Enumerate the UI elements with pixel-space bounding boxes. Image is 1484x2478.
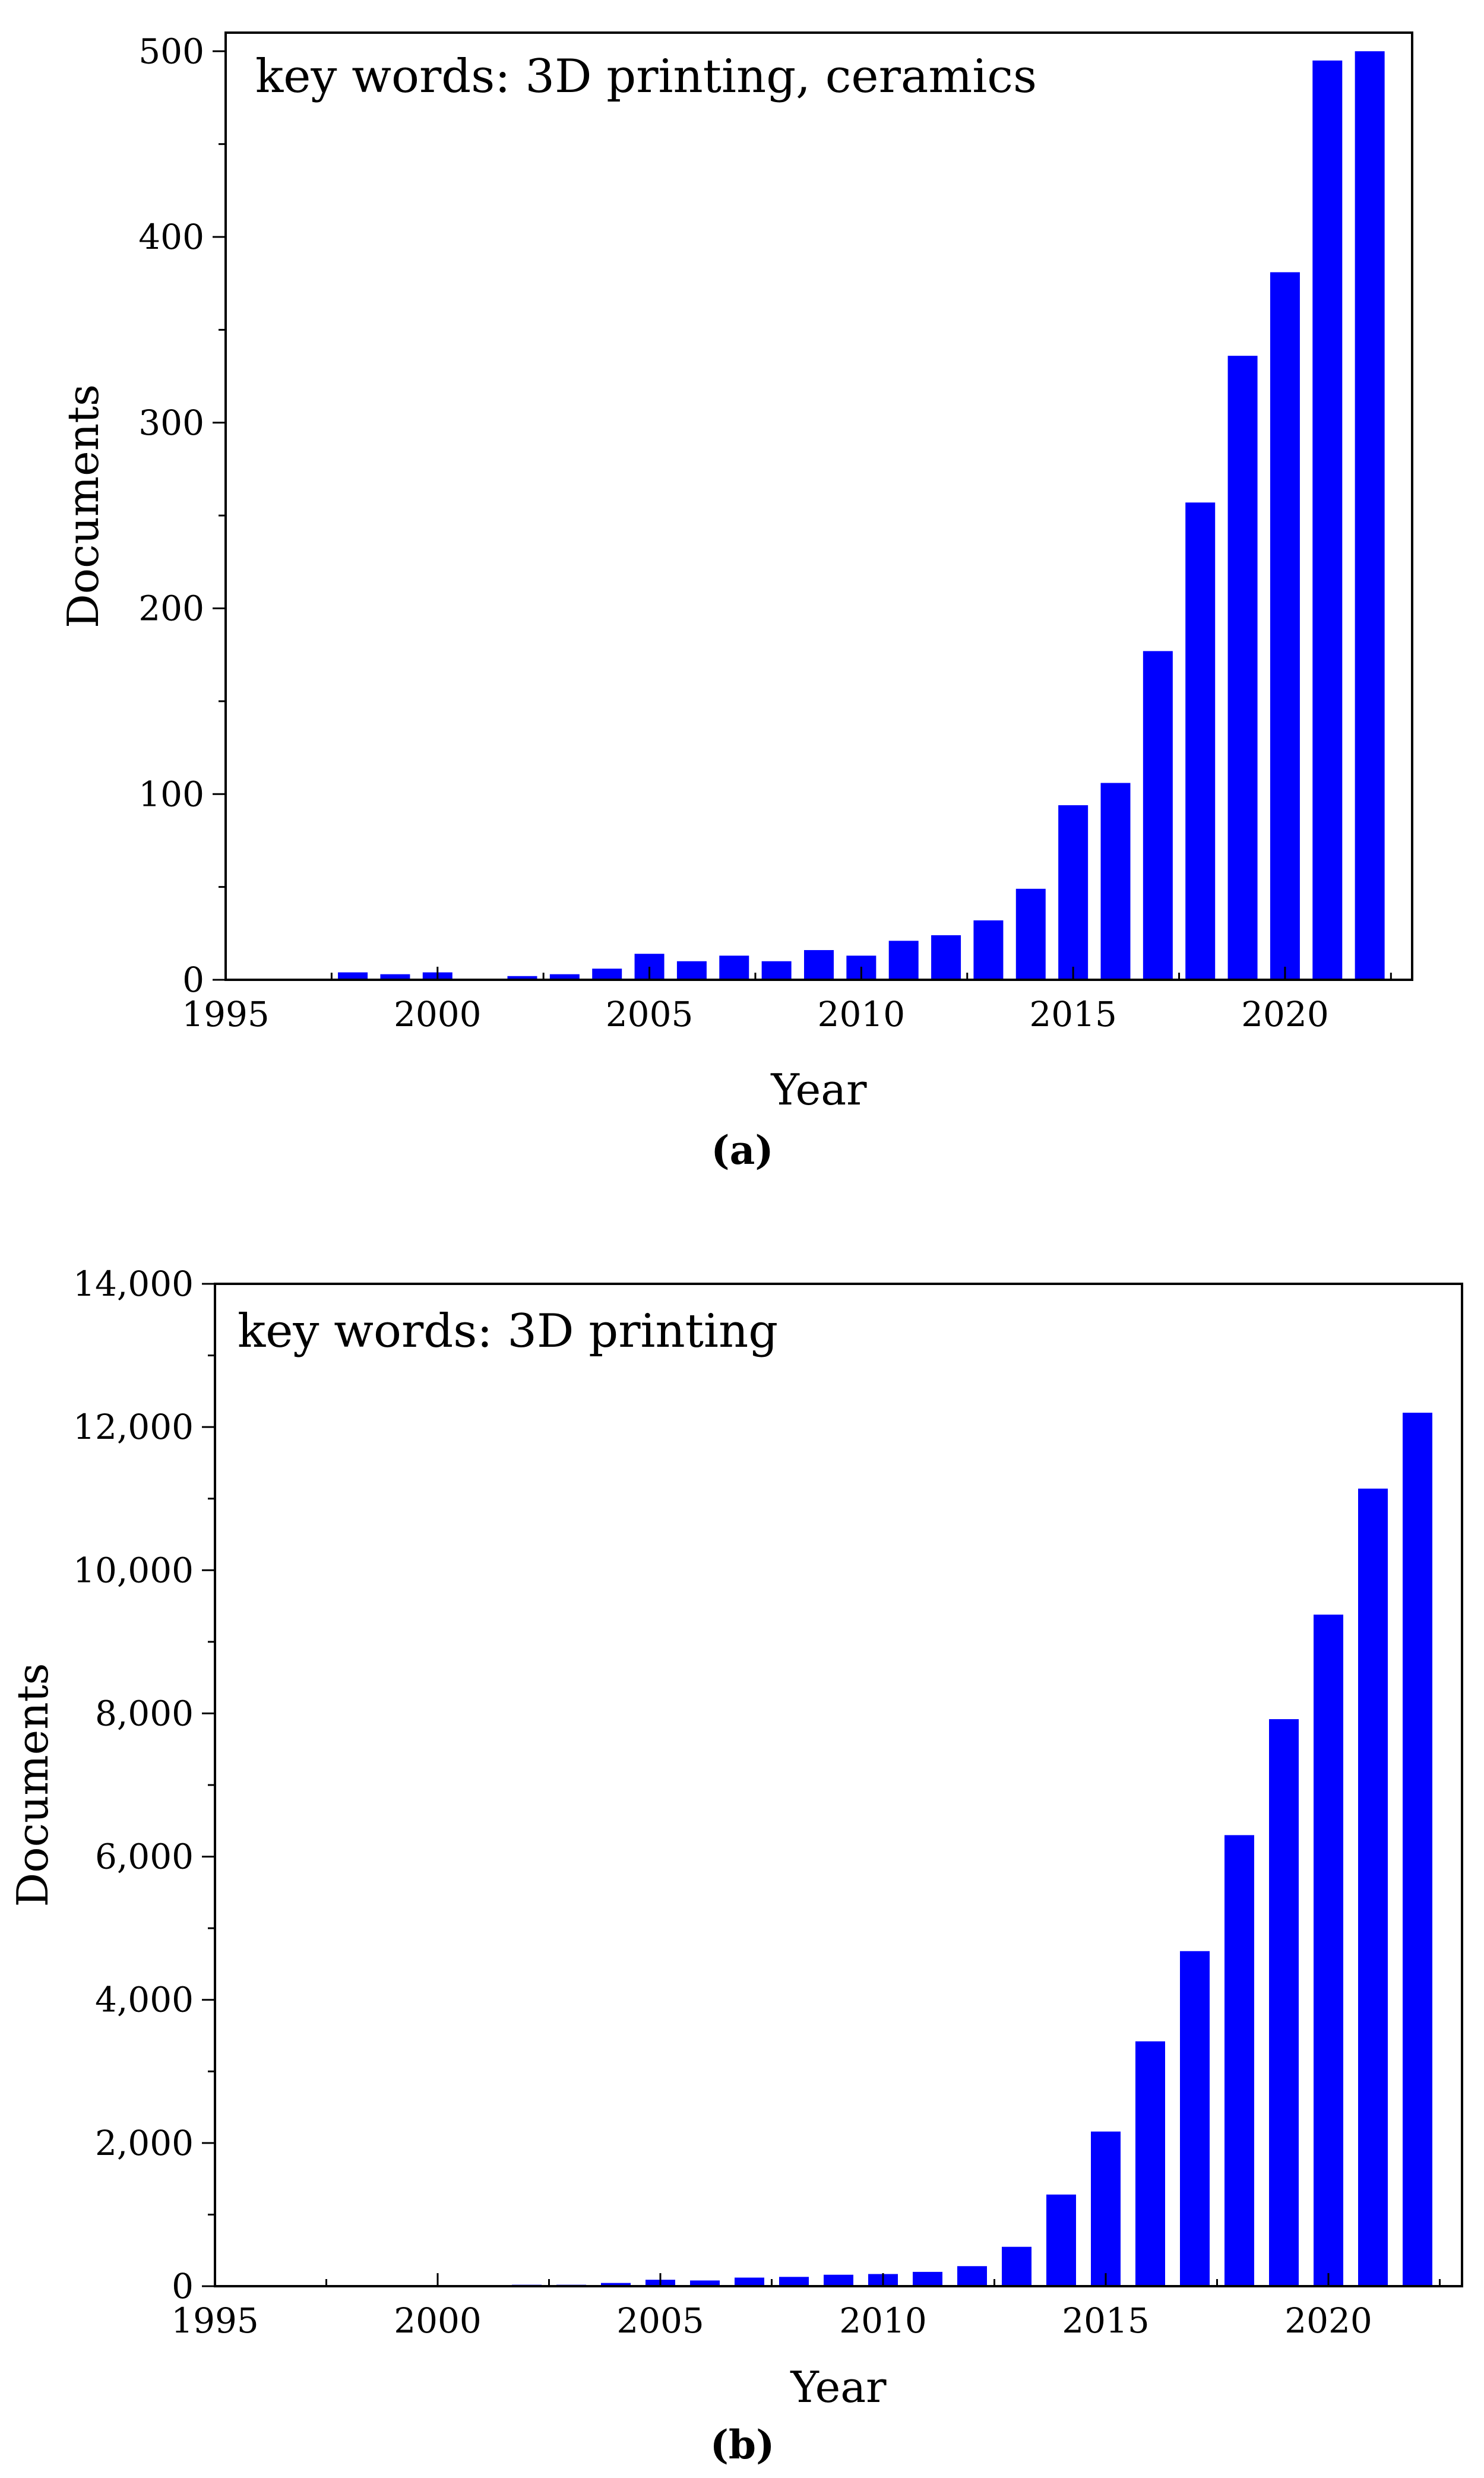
bar-a-2006 <box>676 961 707 980</box>
x-axis-title-b: Year <box>790 2362 887 2412</box>
bar-b-2014 <box>1046 2194 1076 2286</box>
bar-a-2020 <box>1270 272 1300 980</box>
y-tick-label-b: 10,000 <box>73 1550 194 1590</box>
bar-a-2008 <box>761 961 792 980</box>
bar-a-2003 <box>549 974 580 980</box>
y-tick-label-a: 0 <box>182 960 204 1000</box>
y-tick-label-b: 14,000 <box>73 1264 194 1304</box>
annotation-a: key words: 3D printing, ceramics <box>255 50 1037 103</box>
x-tick-label-b: 2015 <box>1062 2300 1150 2341</box>
panel-label-b: (b) <box>710 2422 775 2468</box>
bar-b-2009 <box>824 2274 853 2286</box>
y-tick-label-b: 6,000 <box>95 1837 194 1877</box>
bar-a-2002 <box>507 976 537 980</box>
y-tick-label-b: 12,000 <box>73 1407 194 1447</box>
x-tick-label-a: 2000 <box>394 994 482 1034</box>
y-tick-label-a: 300 <box>138 403 204 443</box>
bar-b-2006 <box>690 2280 720 2286</box>
y-tick-label-a: 100 <box>138 774 204 814</box>
bar-b-2007 <box>735 2277 764 2286</box>
bar-a-2009 <box>804 950 834 980</box>
bar-a-2022 <box>1355 51 1385 980</box>
bar-a-1999 <box>380 974 410 980</box>
y-tick-label-b: 2,000 <box>95 2123 194 2163</box>
bar-a-2011 <box>888 941 919 980</box>
bar-a-2014 <box>1015 888 1046 980</box>
bar-b-2016 <box>1135 2041 1165 2286</box>
bar-b-2012 <box>957 2266 987 2286</box>
x-tick-label-a: 2010 <box>818 994 906 1034</box>
x-tick-label-a: 2015 <box>1029 994 1117 1034</box>
bar-b-2015 <box>1091 2131 1121 2286</box>
x-tick-label-b: 1995 <box>171 2300 259 2341</box>
y-tick-label-a: 500 <box>138 31 204 71</box>
plot-frame-a <box>224 31 1413 981</box>
x-tick-label-b: 2005 <box>616 2300 704 2341</box>
bar-b-2021 <box>1358 1488 1388 2286</box>
bar-b-2004 <box>601 2283 631 2286</box>
bar-a-2021 <box>1312 60 1343 980</box>
y-tick-label-b: 8,000 <box>95 1693 194 1733</box>
bar-a-2016 <box>1100 783 1131 980</box>
y-tick-label-b: 4,000 <box>95 1980 194 2020</box>
bar-a-1998 <box>338 972 368 980</box>
bar-b-2020 <box>1314 1615 1343 2286</box>
x-tick-label-b: 2020 <box>1284 2300 1372 2341</box>
y-tick-label-a: 400 <box>138 217 204 257</box>
annotation-b: key words: 3D printing <box>238 1305 778 1358</box>
bar-b-2017 <box>1180 1951 1210 2286</box>
bar-a-2018 <box>1185 502 1216 980</box>
bar-b-2013 <box>1002 2246 1031 2286</box>
x-tick-label-b: 2000 <box>394 2300 482 2341</box>
x-tick-label-a: 2005 <box>606 994 694 1034</box>
x-tick-label-b: 2010 <box>839 2300 927 2341</box>
x-tick-label-a: 1995 <box>182 994 270 1034</box>
bar-a-2017 <box>1143 651 1173 980</box>
y-axis-title-a: Documents <box>58 384 108 628</box>
bar-a-2007 <box>719 955 749 980</box>
bar-a-2019 <box>1227 356 1258 980</box>
panel-label-a: (a) <box>711 1127 773 1173</box>
bar-b-2022 <box>1403 1413 1432 2286</box>
bar-a-2013 <box>973 920 1004 980</box>
x-tick-label-a: 2020 <box>1241 994 1329 1034</box>
chart-panel-a: 1995 2000 2005 2010 2015 2020 0 100 200 300 400 500… <box>58 31 1413 1173</box>
bar-b-2019 <box>1269 1719 1299 2286</box>
bar-a-2004 <box>592 969 622 980</box>
bar-a-2015 <box>1058 805 1089 980</box>
x-axis-title-a: Year <box>770 1065 867 1115</box>
chart-panel-b: 1995 2000 2005 2010 2015 2020 0 2,000 4,000 6,000… <box>8 1264 1463 2468</box>
y-axis-title-b: Documents <box>8 1663 58 1907</box>
y-tick-label-a: 200 <box>138 588 204 629</box>
bar-a-2012 <box>931 935 961 980</box>
y-tick-label-b: 0 <box>172 2266 194 2306</box>
bar-b-2011 <box>913 2271 942 2286</box>
bar-b-2018 <box>1224 1835 1254 2286</box>
bar-b-2008 <box>779 2277 809 2286</box>
